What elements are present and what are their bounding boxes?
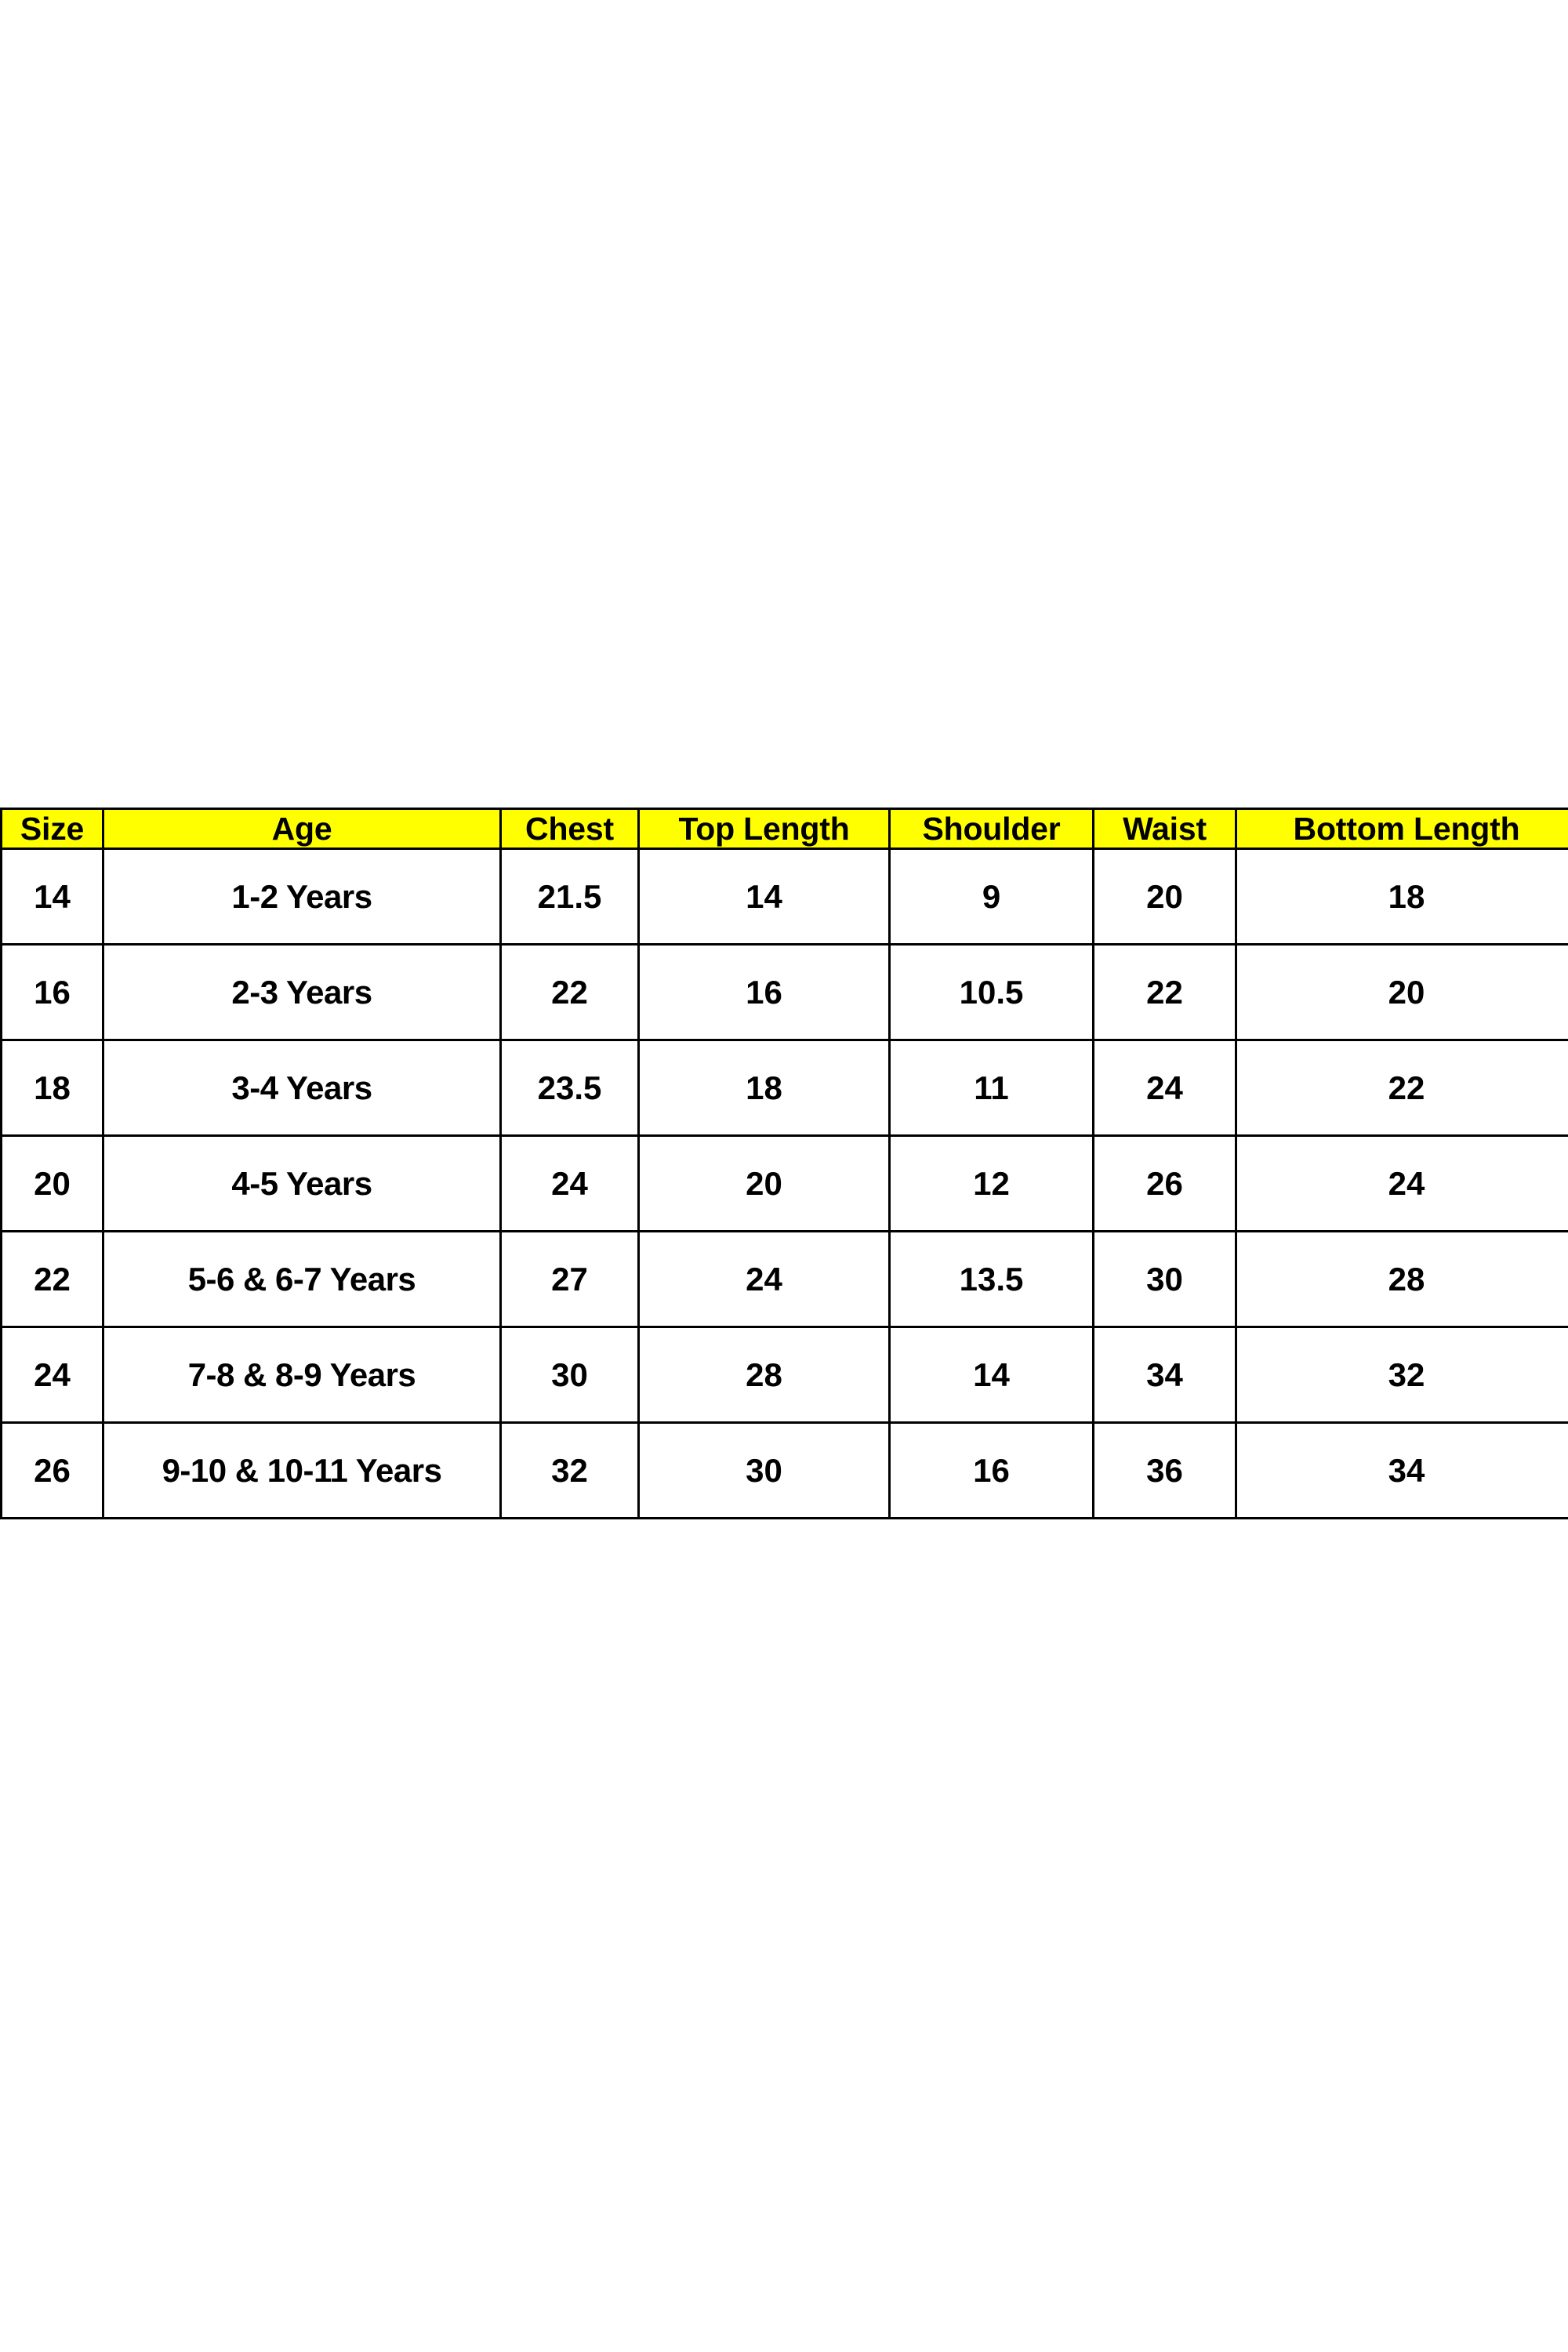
header-row: Size Age Chest Top Length Shoulder Waist… [0, 808, 1568, 850]
cell-bottom-length: 28 [1235, 1230, 1568, 1328]
cell-waist: 30 [1092, 1230, 1237, 1328]
cell-chest: 23.5 [499, 1039, 640, 1137]
size-chart-container: Size Age Chest Top Length Shoulder Waist… [0, 808, 1568, 1519]
cell-shoulder: 14 [888, 1326, 1094, 1424]
column-header-waist: Waist [1092, 808, 1237, 850]
column-header-shoulder: Shoulder [888, 808, 1094, 850]
cell-waist: 26 [1092, 1134, 1237, 1232]
cell-waist: 24 [1092, 1039, 1237, 1137]
cell-chest: 22 [499, 943, 640, 1041]
cell-size: 14 [0, 848, 104, 946]
cell-shoulder: 10.5 [888, 943, 1094, 1041]
cell-top-length: 20 [637, 1134, 891, 1232]
table-row: 16 2-3 Years 22 16 10.5 22 20 [0, 943, 1568, 1041]
cell-age: 7-8 & 8-9 Years [102, 1326, 502, 1424]
cell-bottom-length: 18 [1235, 848, 1568, 946]
table-row: 14 1-2 Years 21.5 14 9 20 18 [0, 848, 1568, 946]
cell-chest: 21.5 [499, 848, 640, 946]
size-chart-body: 14 1-2 Years 21.5 14 9 20 18 16 2-3 Year… [0, 848, 1568, 1519]
column-header-chest: Chest [499, 808, 640, 850]
cell-size: 26 [0, 1421, 104, 1519]
table-row: 20 4-5 Years 24 20 12 26 24 [0, 1134, 1568, 1232]
cell-bottom-length: 24 [1235, 1134, 1568, 1232]
cell-waist: 34 [1092, 1326, 1237, 1424]
cell-size: 22 [0, 1230, 104, 1328]
cell-top-length: 28 [637, 1326, 891, 1424]
cell-top-length: 16 [637, 943, 891, 1041]
cell-bottom-length: 34 [1235, 1421, 1568, 1519]
size-chart-table: Size Age Chest Top Length Shoulder Waist… [0, 808, 1568, 1519]
cell-size: 24 [0, 1326, 104, 1424]
cell-top-length: 24 [637, 1230, 891, 1328]
cell-waist: 36 [1092, 1421, 1237, 1519]
column-header-top-length: Top Length [637, 808, 891, 850]
cell-bottom-length: 22 [1235, 1039, 1568, 1137]
size-chart-header: Size Age Chest Top Length Shoulder Waist… [0, 808, 1568, 850]
cell-bottom-length: 20 [1235, 943, 1568, 1041]
cell-shoulder: 11 [888, 1039, 1094, 1137]
table-row: 18 3-4 Years 23.5 18 11 24 22 [0, 1039, 1568, 1137]
cell-waist: 22 [1092, 943, 1237, 1041]
cell-age: 5-6 & 6-7 Years [102, 1230, 502, 1328]
cell-bottom-length: 32 [1235, 1326, 1568, 1424]
cell-shoulder: 13.5 [888, 1230, 1094, 1328]
column-header-bottom-length: Bottom Length [1235, 808, 1568, 850]
cell-waist: 20 [1092, 848, 1237, 946]
column-header-age: Age [102, 808, 502, 850]
cell-age: 4-5 Years [102, 1134, 502, 1232]
cell-chest: 24 [499, 1134, 640, 1232]
table-row: 24 7-8 & 8-9 Years 30 28 14 34 32 [0, 1326, 1568, 1424]
cell-age: 1-2 Years [102, 848, 502, 946]
table-row: 26 9-10 & 10-11 Years 32 30 16 36 34 [0, 1421, 1568, 1519]
cell-shoulder: 9 [888, 848, 1094, 946]
cell-size: 20 [0, 1134, 104, 1232]
cell-size: 16 [0, 943, 104, 1041]
cell-chest: 32 [499, 1421, 640, 1519]
cell-top-length: 18 [637, 1039, 891, 1137]
table-row: 22 5-6 & 6-7 Years 27 24 13.5 30 28 [0, 1230, 1568, 1328]
cell-chest: 27 [499, 1230, 640, 1328]
cell-top-length: 14 [637, 848, 891, 946]
cell-top-length: 30 [637, 1421, 891, 1519]
cell-age: 3-4 Years [102, 1039, 502, 1137]
cell-age: 2-3 Years [102, 943, 502, 1041]
cell-shoulder: 12 [888, 1134, 1094, 1232]
cell-size: 18 [0, 1039, 104, 1137]
column-header-size: Size [0, 808, 104, 850]
cell-chest: 30 [499, 1326, 640, 1424]
cell-shoulder: 16 [888, 1421, 1094, 1519]
cell-age: 9-10 & 10-11 Years [102, 1421, 502, 1519]
